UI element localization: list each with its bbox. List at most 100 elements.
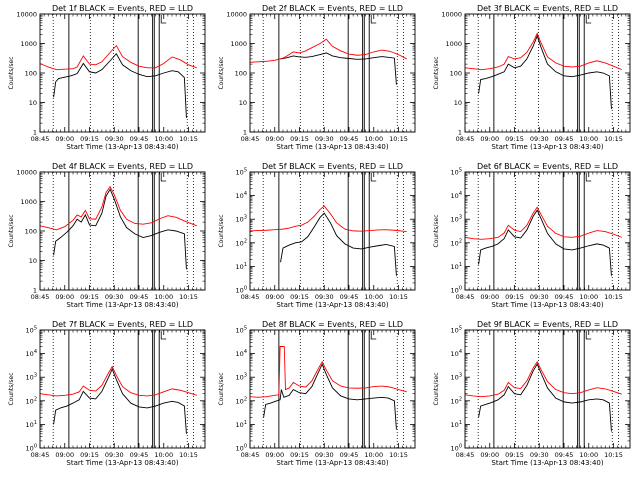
y-tick-label: 10000 <box>226 11 247 19</box>
y-tick-label: 10000 <box>441 11 462 19</box>
lld-series-line <box>40 185 197 231</box>
x-tick-label: 09:00 <box>480 293 499 301</box>
y-tick-label: 104 <box>236 191 247 200</box>
chart-title: Det 5f BLACK = Events, RED = LLD <box>262 162 403 171</box>
y-axis-label: Counts/sec <box>218 372 225 405</box>
state-bracket <box>585 331 592 340</box>
x-axis-label: Start Time (13-Apr-13 08:43:40) <box>66 459 178 467</box>
x-tick-label: 10:15 <box>389 293 408 301</box>
lld-series-line <box>465 206 622 240</box>
x-tick-label: 09:30 <box>530 135 549 143</box>
chart-title: Det 1f BLACK = Events, RED = LLD <box>52 4 193 13</box>
x-tick-label: 09:15 <box>290 135 309 143</box>
x-tick-label: 09:15 <box>290 293 309 301</box>
plot-frame <box>249 329 416 449</box>
x-tick-label: 09:45 <box>340 293 359 301</box>
x-tick-label: 10:00 <box>364 451 383 459</box>
x-tick-label: 10:15 <box>389 451 408 459</box>
y-tick-label: 105 <box>236 326 247 335</box>
y-tick-label: 101 <box>236 262 247 271</box>
events-series-line <box>53 52 187 118</box>
y-axis-label: Counts/sec <box>218 214 225 247</box>
y-tick-label: 1 <box>33 129 37 137</box>
x-tick-label: 09:30 <box>105 135 124 143</box>
x-tick-label: 09:30 <box>315 293 334 301</box>
y-tick-label: 10 <box>239 99 247 107</box>
x-tick-label: 09:45 <box>555 135 574 143</box>
y-tick-label: 1000 <box>20 40 37 48</box>
chart-title: Det 8f BLACK = Events, RED = LLD <box>262 320 403 329</box>
y-tick-label: 100 <box>235 70 247 78</box>
events-series-line <box>280 52 397 85</box>
chart-panel: Det 6f BLACK = Events, RED = LLD 100 101 10… <box>433 162 631 309</box>
lld-series-line <box>465 32 622 71</box>
y-tick-label: 10 <box>29 257 37 265</box>
y-tick-label: 105 <box>236 168 247 177</box>
y-tick-label: 10 <box>454 99 462 107</box>
events-series-line <box>280 212 397 276</box>
x-tick-label: 08:45 <box>456 293 475 301</box>
state-bracket <box>585 173 592 182</box>
events-series-line <box>478 34 612 110</box>
state-bracket <box>585 15 592 24</box>
chart-panel: Det 7f BLACK = Events, RED = LLD 100 101 10… <box>8 320 206 467</box>
state-bracket <box>160 15 167 24</box>
x-tick-label: 09:15 <box>80 293 99 301</box>
y-axis-label: Counts/sec <box>433 56 440 89</box>
x-tick-label: 09:15 <box>505 293 524 301</box>
y-tick-label: 103 <box>236 215 247 224</box>
x-tick-label: 09:30 <box>315 451 334 459</box>
x-tick-label: 09:45 <box>130 293 149 301</box>
x-tick-label: 10:00 <box>154 451 173 459</box>
chart-title: Det 3f BLACK = Events, RED = LLD <box>477 4 618 13</box>
y-tick-label: 104 <box>236 349 247 358</box>
state-bracket <box>370 15 377 24</box>
plot-frame <box>39 171 206 291</box>
x-axis-label: Start Time (13-Apr-13 08:43:40) <box>276 459 388 467</box>
state-bracket <box>370 331 377 340</box>
y-axis-label: Counts/sec <box>433 214 440 247</box>
x-tick-label: 10:15 <box>389 135 408 143</box>
chart-title: Det 9f BLACK = Events, RED = LLD <box>477 320 618 329</box>
state-bracket <box>160 331 167 340</box>
chart-panel: Det 9f BLACK = Events, RED = LLD 100 101 10… <box>433 320 631 467</box>
x-tick-label: 08:45 <box>31 135 50 143</box>
x-tick-label: 10:15 <box>604 451 623 459</box>
y-tick-label: 101 <box>451 420 462 429</box>
x-tick-label: 08:45 <box>241 135 260 143</box>
x-tick-label: 09:00 <box>265 135 284 143</box>
x-tick-label: 10:00 <box>154 293 173 301</box>
y-tick-label: 104 <box>451 349 462 358</box>
x-tick-label: 09:15 <box>80 135 99 143</box>
chart-title: Det 7f BLACK = Events, RED = LLD <box>52 320 193 329</box>
plot-frame <box>249 171 416 291</box>
x-tick-label: 09:45 <box>340 451 359 459</box>
x-tick-label: 10:15 <box>179 451 198 459</box>
x-tick-label: 09:45 <box>555 293 574 301</box>
y-tick-label: 1000 <box>230 40 247 48</box>
x-tick-label: 08:45 <box>241 293 260 301</box>
x-tick-label: 09:30 <box>530 451 549 459</box>
lld-series-line <box>40 365 197 397</box>
x-tick-label: 08:45 <box>241 451 260 459</box>
y-axis-label: Counts/sec <box>8 56 15 89</box>
y-tick-label: 100 <box>236 444 247 453</box>
plot-frame <box>39 329 206 449</box>
x-tick-label: 09:00 <box>265 451 284 459</box>
x-tick-label: 09:45 <box>130 135 149 143</box>
y-tick-label: 102 <box>451 396 462 405</box>
y-tick-label: 103 <box>236 373 247 382</box>
y-tick-label: 100 <box>236 286 247 295</box>
y-tick-label: 105 <box>451 168 462 177</box>
x-tick-label: 09:00 <box>55 293 74 301</box>
y-tick-label: 104 <box>26 349 37 358</box>
x-tick-label: 09:30 <box>105 293 124 301</box>
x-tick-label: 08:45 <box>31 293 50 301</box>
x-tick-label: 10:00 <box>579 135 598 143</box>
x-tick-label: 09:00 <box>55 135 74 143</box>
y-tick-label: 100 <box>25 228 37 236</box>
y-tick-label: 104 <box>451 191 462 200</box>
chart-panel: Det 8f BLACK = Events, RED = LLD 100 101 10… <box>218 320 416 467</box>
plot-frame <box>464 329 631 449</box>
x-tick-label: 09:00 <box>480 135 499 143</box>
